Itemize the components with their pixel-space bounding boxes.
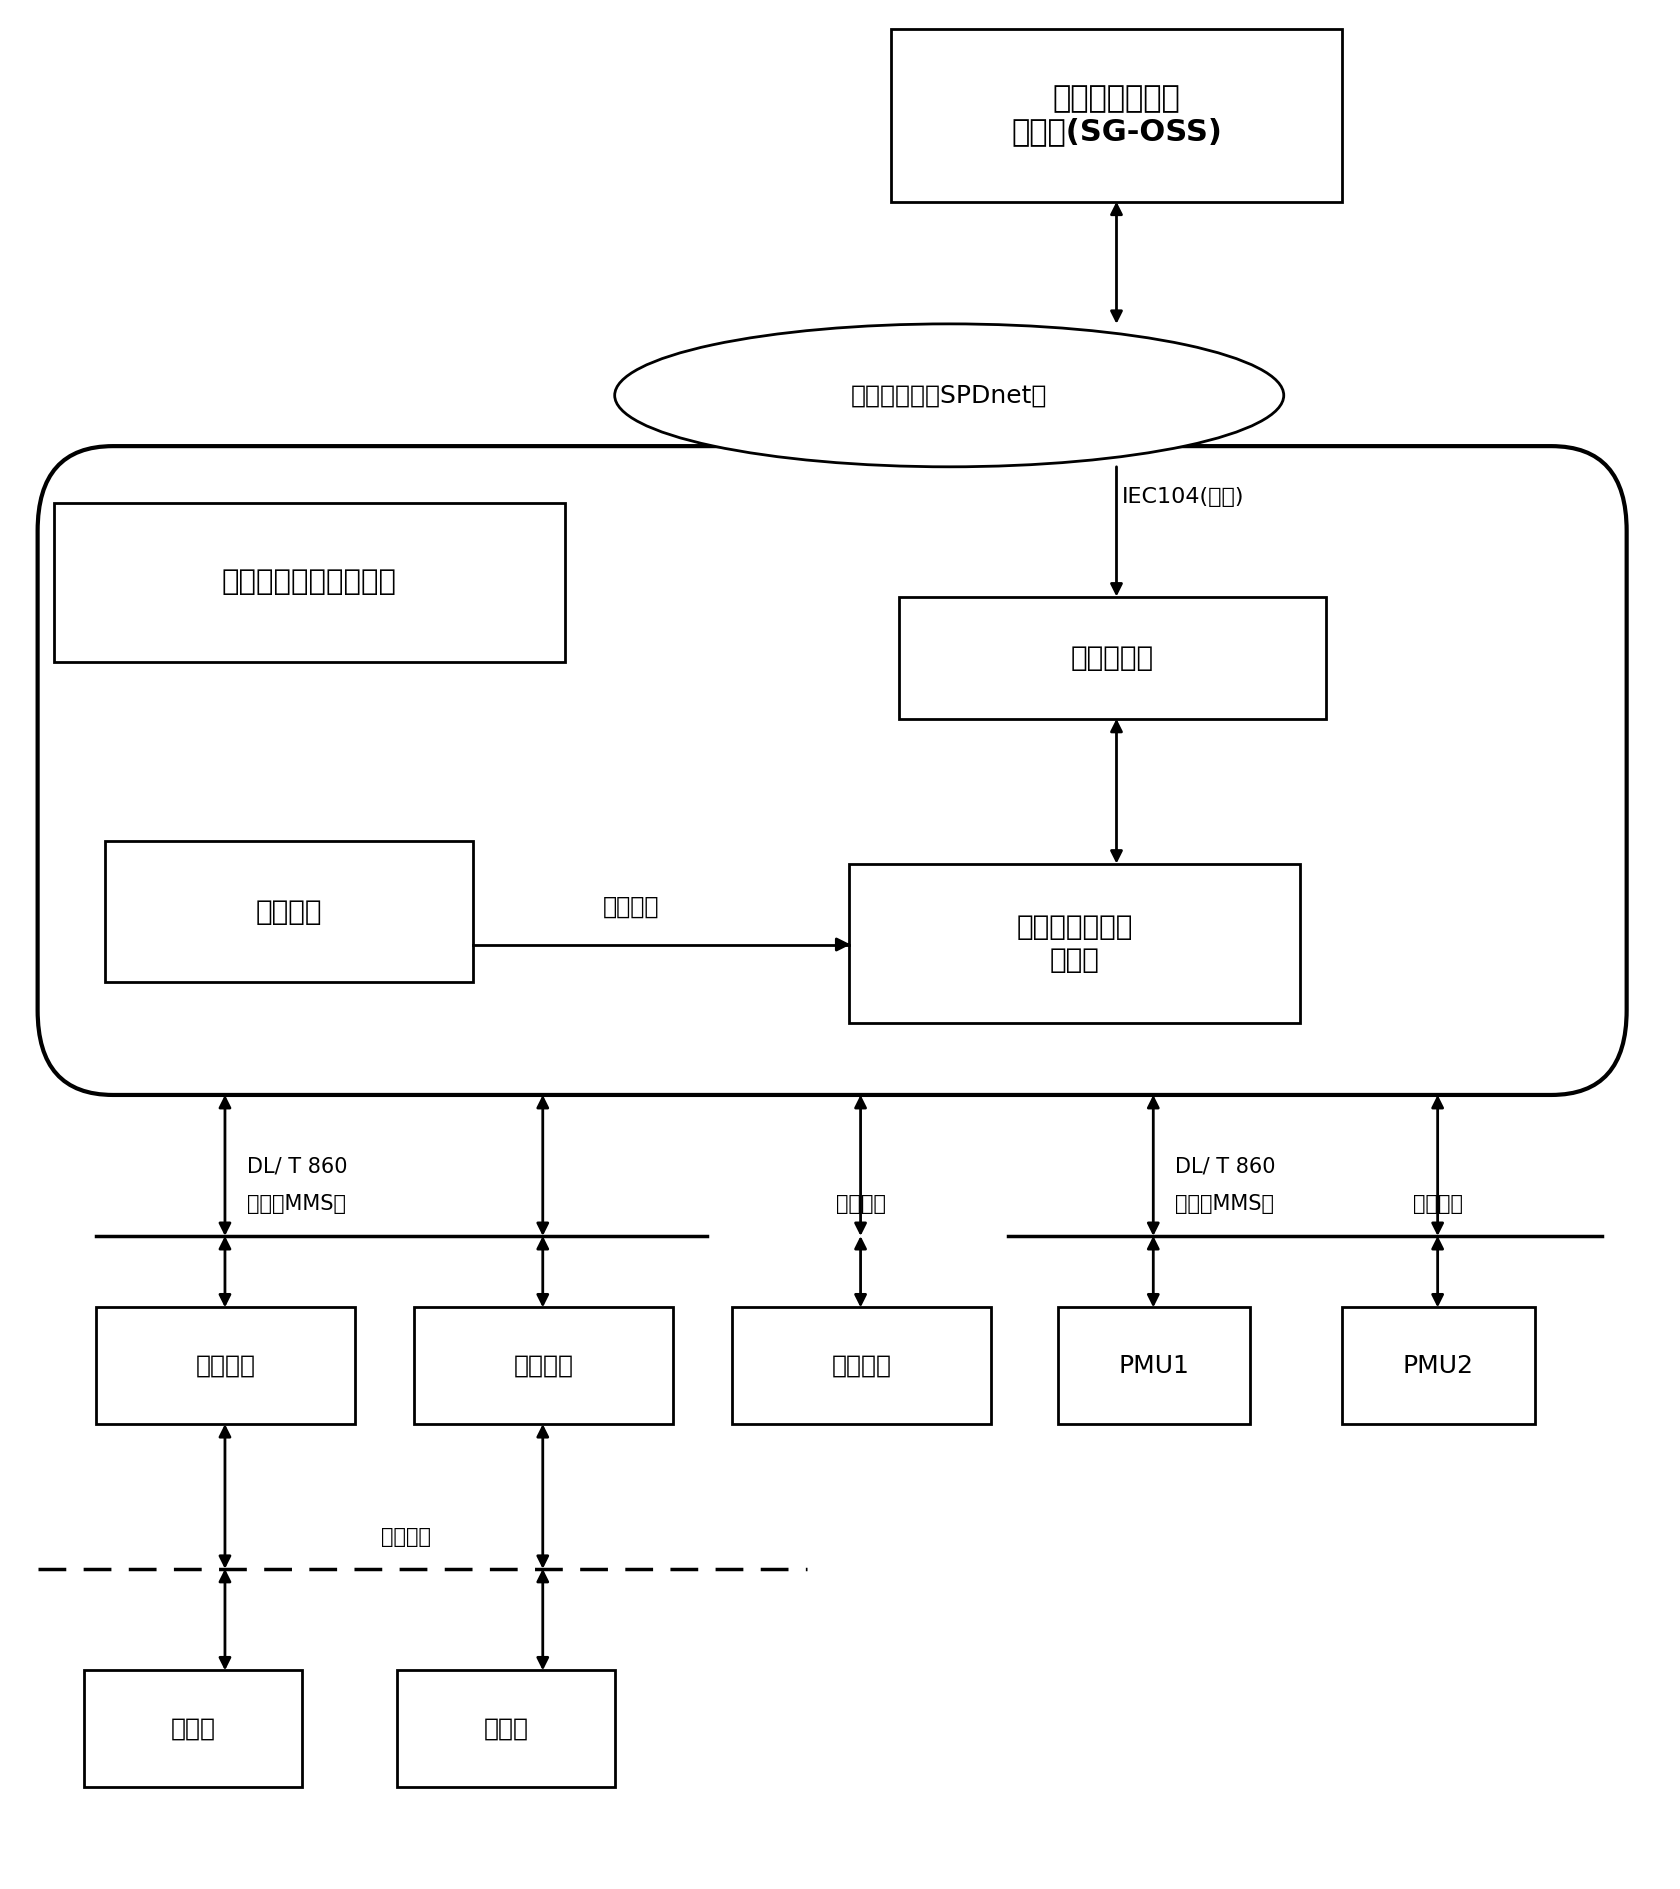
Text: 变电站: 变电站 — [484, 1717, 528, 1742]
Bar — [1057, 1307, 1250, 1424]
Text: IEC104(扩展): IEC104(扩展) — [1121, 487, 1243, 506]
Text: 单独组网: 单独组网 — [1411, 1194, 1462, 1215]
Text: 站控层MMS网: 站控层MMS网 — [1174, 1194, 1273, 1215]
Bar — [890, 28, 1342, 202]
Text: DL/ T 860: DL/ T 860 — [1174, 1156, 1275, 1177]
Bar — [84, 1670, 302, 1787]
Bar — [899, 597, 1326, 720]
Text: 分布式状态估计
服务器: 分布式状态估计 服务器 — [1016, 914, 1132, 973]
Bar — [54, 502, 564, 663]
Bar — [731, 1307, 991, 1424]
Text: 保护装置: 保护装置 — [195, 1354, 255, 1377]
FancyBboxPatch shape — [37, 446, 1626, 1096]
Text: 单独组网: 单独组网 — [835, 1194, 885, 1215]
Text: 测控装置: 测控装置 — [514, 1354, 573, 1377]
Text: PMU2: PMU2 — [1403, 1354, 1473, 1377]
Text: 通信服务器: 通信服务器 — [1070, 644, 1152, 672]
Bar — [1342, 1307, 1534, 1424]
Bar — [413, 1307, 672, 1424]
Text: DL/ T 860: DL/ T 860 — [247, 1156, 348, 1177]
Bar — [396, 1670, 615, 1787]
Text: 变电站: 变电站 — [171, 1717, 215, 1742]
Text: 监控系统: 监控系统 — [255, 897, 321, 926]
Bar — [104, 841, 472, 982]
Text: 变电站信息一体化平台: 变电站信息一体化平台 — [222, 569, 396, 597]
Bar — [96, 1307, 354, 1424]
Text: 单向同步: 单向同步 — [603, 895, 659, 918]
Text: 调度数据网（SPDnet）: 调度数据网（SPDnet） — [850, 383, 1047, 408]
Text: 站控层MMS网: 站控层MMS网 — [247, 1194, 346, 1215]
Text: 智能电网调度支
持系统(SG-OSS): 智能电网调度支 持系统(SG-OSS) — [1010, 83, 1221, 147]
Text: 故障录波: 故障录波 — [832, 1354, 890, 1377]
Bar — [848, 863, 1300, 1024]
Ellipse shape — [615, 323, 1284, 467]
Text: 总线方式: 总线方式 — [380, 1526, 430, 1547]
Text: PMU1: PMU1 — [1117, 1354, 1189, 1377]
